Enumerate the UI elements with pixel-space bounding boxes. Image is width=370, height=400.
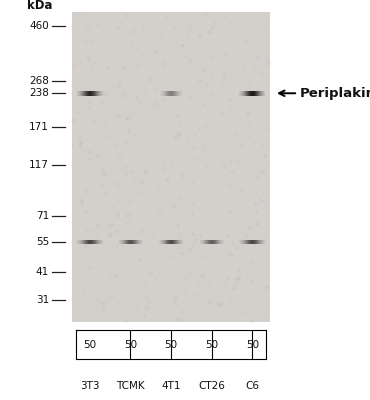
Text: TCMK: TCMK [116, 381, 145, 391]
Text: 50: 50 [205, 340, 218, 350]
Text: CT26: CT26 [198, 381, 225, 391]
Text: Periplakin/PPL: Periplakin/PPL [300, 87, 370, 100]
Text: C6: C6 [245, 381, 259, 391]
Text: 50: 50 [165, 340, 178, 350]
Text: 171: 171 [29, 122, 49, 132]
Text: 50: 50 [246, 340, 259, 350]
Text: 71: 71 [36, 211, 49, 221]
Text: 50: 50 [83, 340, 97, 350]
Text: 460: 460 [29, 21, 49, 31]
Text: 117: 117 [29, 160, 49, 170]
Text: 31: 31 [36, 295, 49, 305]
Text: 238: 238 [29, 88, 49, 98]
Text: 3T3: 3T3 [80, 381, 100, 391]
Text: 55: 55 [36, 237, 49, 247]
Text: 4T1: 4T1 [161, 381, 181, 391]
Text: kDa: kDa [27, 0, 53, 12]
Text: 50: 50 [124, 340, 137, 350]
Text: 268: 268 [29, 76, 49, 86]
Text: 41: 41 [36, 267, 49, 277]
